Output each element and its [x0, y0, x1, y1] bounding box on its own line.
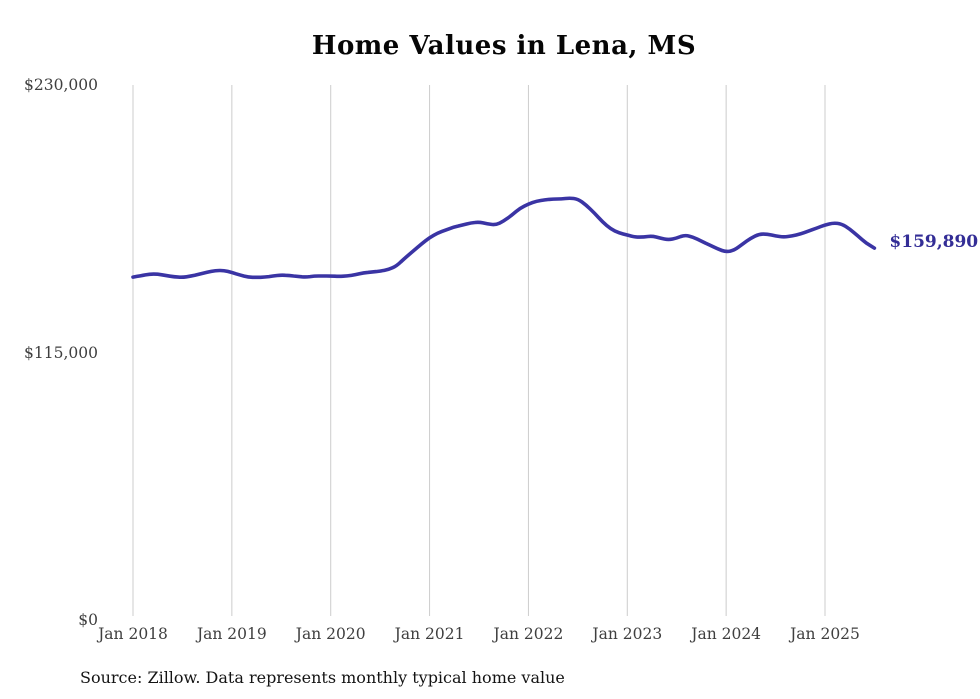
x-axis-tick-label: Jan 2022 [493, 625, 564, 643]
x-axis-tick-label: Jan 2024 [691, 625, 762, 643]
gridlines [132, 85, 826, 616]
x-axis-tick-label: Jan 2023 [592, 625, 663, 643]
x-axis-tick-label: Jan 2019 [196, 625, 267, 643]
chart-title: Home Values in Lena, MS [311, 31, 697, 61]
x-axis-tick-label: Jan 2018 [98, 625, 168, 643]
x-axis-tick-label: Jan 2025 [790, 625, 860, 643]
source-note: Source: Zillow. Data represents monthly … [80, 668, 565, 687]
x-axis-tick-label: Jan 2021 [394, 625, 465, 643]
home-value-line [131, 196, 877, 280]
x-axis-tick-label: Jan 2020 [295, 625, 366, 643]
y-axis-tick-label: $230,000 [24, 76, 98, 94]
y-axis-tick-label: $115,000 [24, 343, 98, 362]
current-value-label: $159,890 [889, 232, 979, 253]
y-axis-tick-label: $0 [78, 611, 98, 629]
